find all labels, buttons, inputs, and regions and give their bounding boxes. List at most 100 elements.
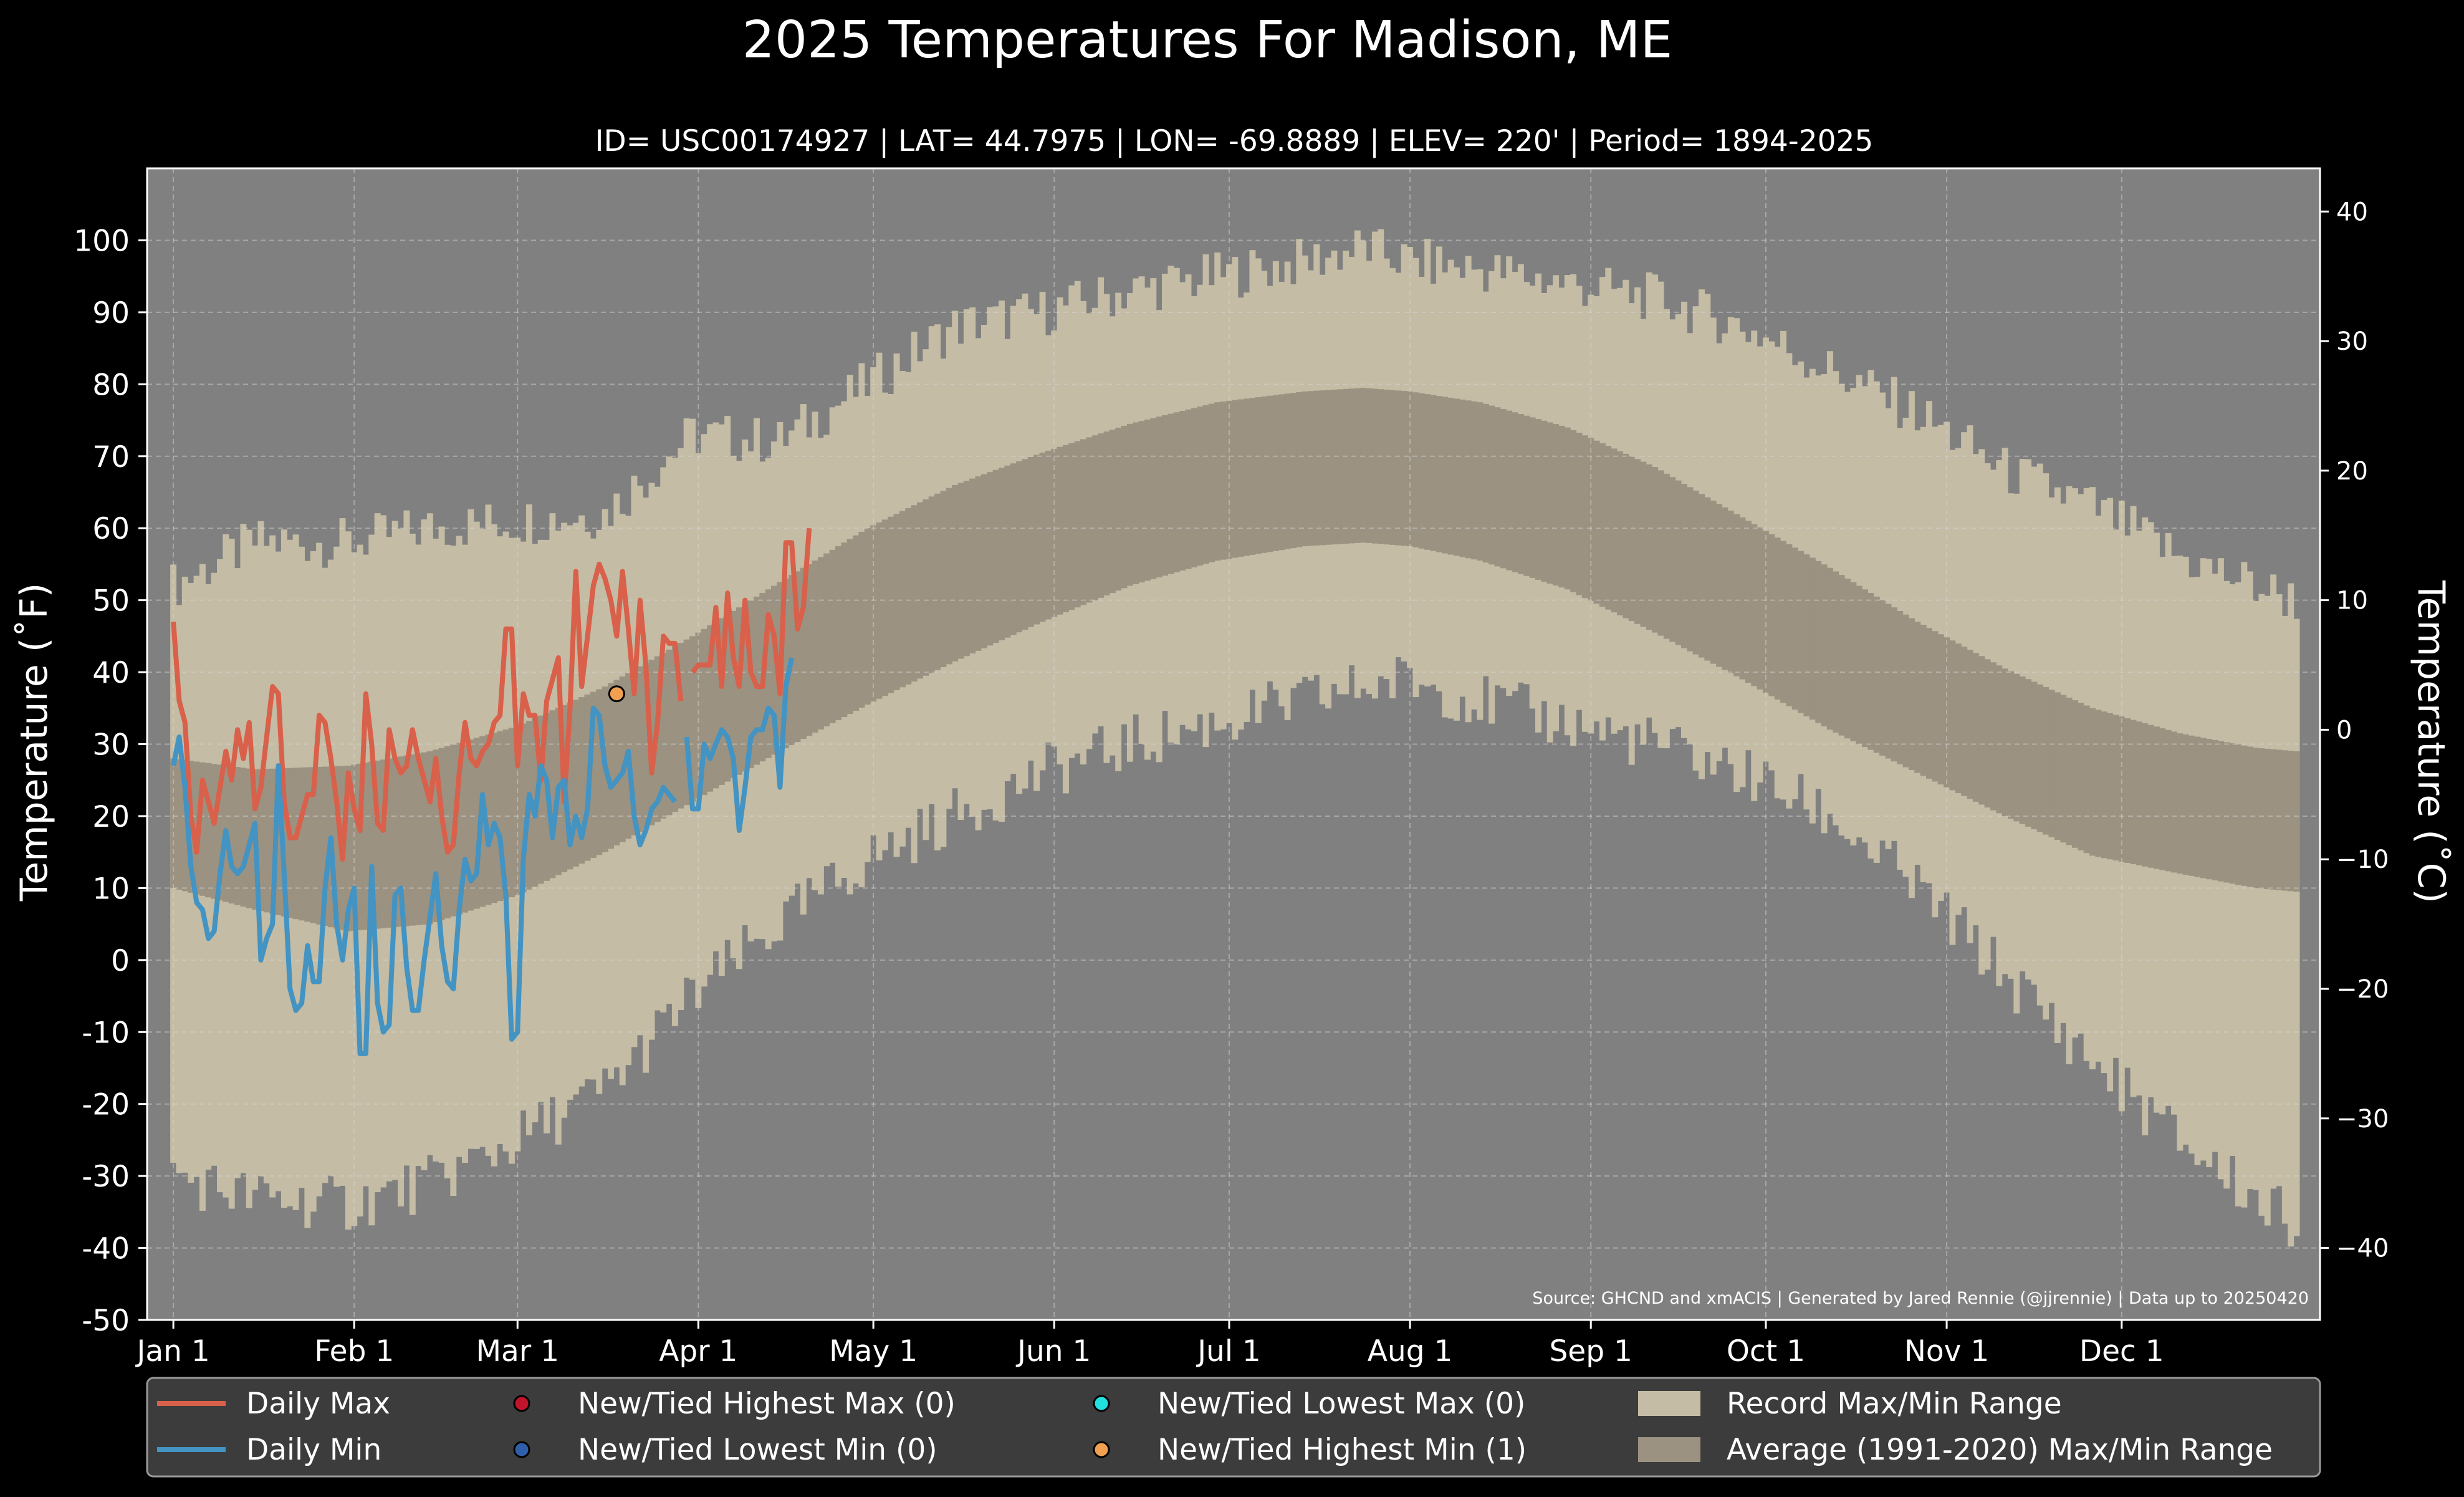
average-range-bar bbox=[660, 653, 667, 819]
average-range-bar bbox=[2124, 718, 2131, 863]
x-tick-label: Aug 1 bbox=[1368, 1334, 1453, 1369]
average-range-bar bbox=[806, 564, 813, 736]
average-range-bar bbox=[2031, 681, 2038, 830]
average-range-bar bbox=[310, 767, 317, 923]
average-range-bar bbox=[1791, 547, 1798, 710]
average-range-bar bbox=[409, 754, 416, 926]
y-right-tick-label: 20 bbox=[2336, 457, 2368, 486]
average-range-bar bbox=[1150, 418, 1157, 579]
average-range-bar bbox=[736, 607, 742, 775]
average-range-bar bbox=[771, 585, 778, 755]
average-range-bar bbox=[549, 710, 556, 878]
average-range-bar bbox=[2270, 749, 2277, 890]
chart-subtitle: ID= USC00174927 | LAT= 44.7975 | LON= -6… bbox=[595, 124, 1874, 158]
average-range-bar bbox=[2276, 749, 2283, 890]
average-range-bar bbox=[969, 478, 976, 654]
average-range-bar bbox=[1022, 459, 1028, 630]
average-range-bar bbox=[1546, 422, 1553, 584]
average-range-bar bbox=[1733, 514, 1740, 676]
average-range-bar bbox=[1838, 575, 1845, 736]
average-range-bar bbox=[181, 760, 188, 892]
average-range-bar bbox=[1284, 393, 1291, 549]
average-range-bar bbox=[1244, 398, 1250, 556]
average-range-bar bbox=[502, 729, 509, 900]
average-range-bar bbox=[1208, 403, 1215, 562]
average-range-bar bbox=[403, 755, 410, 927]
average-range-bar bbox=[608, 683, 614, 849]
record-range-bar bbox=[2276, 594, 2283, 1187]
average-range-bar bbox=[812, 561, 818, 733]
average-range-bar bbox=[1407, 391, 1414, 547]
daily-min-line bbox=[171, 657, 795, 1056]
average-range-bar bbox=[794, 571, 801, 743]
average-range-bar bbox=[1867, 593, 1874, 750]
average-range-bar bbox=[287, 768, 294, 918]
legend-label: Average (1991-2020) Max/Min Range bbox=[1727, 1433, 2273, 1467]
average-range-bar bbox=[2048, 690, 2055, 837]
average-range-bar bbox=[1109, 430, 1116, 594]
average-range-bar bbox=[1062, 445, 1069, 612]
average-range-bar bbox=[415, 753, 422, 925]
y-right-tick-label: 10 bbox=[2336, 587, 2368, 615]
average-range-bar bbox=[1167, 413, 1174, 574]
y-tick-label: -10 bbox=[82, 1016, 130, 1050]
average-range-bar bbox=[841, 542, 848, 718]
average-range-bar bbox=[2159, 728, 2166, 870]
average-range-bar bbox=[380, 759, 386, 928]
average-range-bar bbox=[1932, 631, 1939, 782]
average-range-bar bbox=[1459, 399, 1466, 557]
average-range-bar bbox=[613, 680, 620, 845]
average-range-bar bbox=[1395, 390, 1402, 546]
x-tick-label: Jan 1 bbox=[135, 1334, 209, 1369]
average-range-bar bbox=[316, 766, 323, 925]
average-range-bar bbox=[391, 757, 398, 928]
record-range-bar bbox=[2258, 594, 2265, 1216]
daily-max-line bbox=[171, 527, 812, 862]
average-range-bar bbox=[888, 516, 894, 693]
legend-label: Daily Min bbox=[246, 1433, 381, 1467]
average-range-bar bbox=[2060, 695, 2067, 843]
average-range-bar bbox=[1908, 618, 1915, 771]
average-range-bar bbox=[263, 769, 270, 913]
average-range-bar bbox=[578, 697, 585, 864]
average-range-bar bbox=[2036, 684, 2043, 832]
average-range-bar bbox=[211, 764, 218, 899]
average-range-bar bbox=[1634, 459, 1641, 624]
average-range-bar bbox=[1739, 517, 1746, 680]
average-range-bar bbox=[1313, 390, 1320, 546]
average-range-bar bbox=[1628, 456, 1635, 622]
average-range-bar bbox=[730, 610, 737, 779]
x-tick-label: Jul 1 bbox=[1196, 1334, 1261, 1369]
average-range-bar bbox=[2112, 715, 2119, 861]
x-tick-label: Apr 1 bbox=[659, 1334, 737, 1369]
average-range-bar bbox=[952, 484, 959, 662]
legend-box bbox=[146, 1377, 2321, 1478]
legend-label: New/Tied Highest Max (0) bbox=[578, 1387, 956, 1421]
average-range-bar bbox=[1727, 511, 1734, 673]
average-range-bar bbox=[2217, 741, 2224, 882]
average-range-bar bbox=[1944, 637, 1950, 787]
average-range-bar bbox=[1202, 405, 1209, 564]
average-range-bar bbox=[1623, 453, 1629, 619]
average-range-bar bbox=[2177, 733, 2184, 874]
average-range-bar bbox=[1768, 534, 1775, 696]
average-range-bar bbox=[701, 628, 707, 796]
average-range-bar bbox=[2083, 705, 2090, 854]
average-range-bar bbox=[362, 763, 369, 930]
average-range-bar bbox=[537, 715, 544, 884]
average-range-bar bbox=[1704, 497, 1711, 661]
average-range-bar bbox=[2293, 751, 2300, 892]
average-range-bar bbox=[1214, 402, 1221, 561]
average-range-bar bbox=[917, 502, 923, 679]
average-range-bar bbox=[2206, 739, 2213, 880]
average-range-bar bbox=[1133, 422, 1139, 584]
average-range-bar bbox=[333, 766, 340, 929]
x-tick-label: Mar 1 bbox=[476, 1334, 559, 1369]
average-range-bar bbox=[2078, 703, 2084, 850]
average-range-bar bbox=[1716, 504, 1723, 667]
average-range-bar bbox=[1978, 656, 1985, 805]
average-range-bar bbox=[1990, 662, 1997, 811]
average-range-bar bbox=[1173, 412, 1180, 572]
average-range-bar bbox=[1162, 415, 1169, 576]
x-tick-label: Oct 1 bbox=[1727, 1334, 1805, 1369]
